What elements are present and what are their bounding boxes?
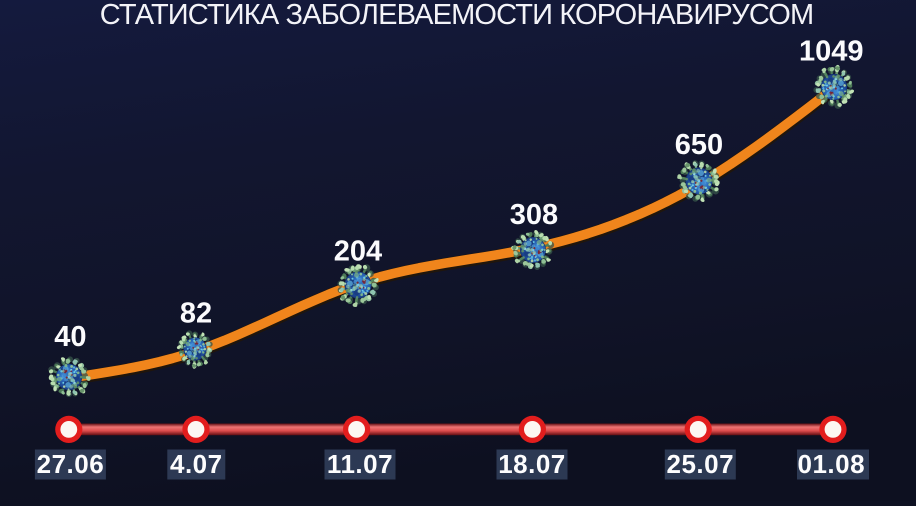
svg-text:650: 650 [675,129,723,161]
svg-text:82: 82 [180,298,212,330]
svg-text:1049: 1049 [799,36,864,68]
svg-text:СТАТИСТИКА ЗАБОЛЕВАЕМОСТИ КОРО: СТАТИСТИКА ЗАБОЛЕВАЕМОСТИ КОРОНАВИРУСОМ [100,0,814,31]
svg-text:18.07: 18.07 [498,449,566,479]
svg-text:01.08: 01.08 [798,449,866,479]
svg-text:204: 204 [334,236,382,268]
svg-text:308: 308 [510,199,558,231]
svg-text:11.07: 11.07 [327,449,393,479]
svg-text:4.07: 4.07 [170,449,223,479]
svg-text:27.06: 27.06 [37,449,105,479]
svg-text:40: 40 [54,321,86,353]
svg-text:25.07: 25.07 [667,449,735,479]
